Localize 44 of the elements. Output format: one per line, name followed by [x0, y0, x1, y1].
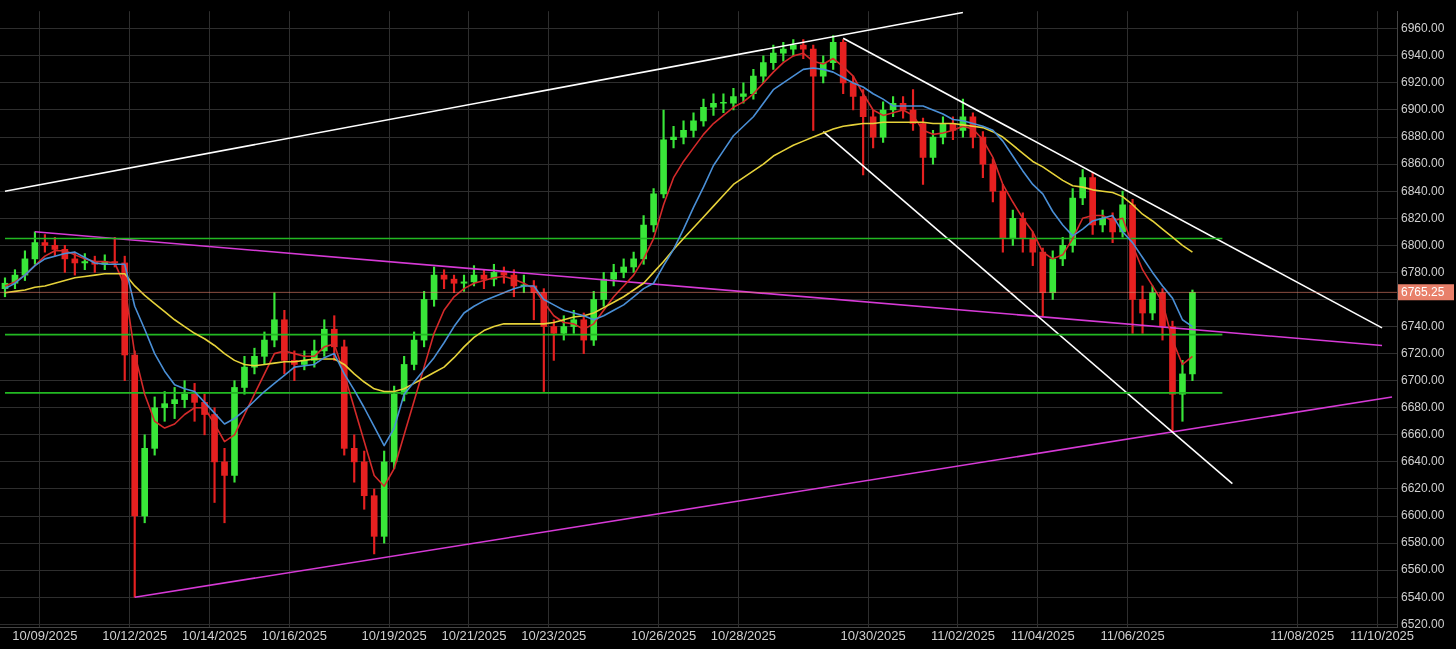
y-tick-label: 6960.00	[1401, 21, 1445, 36]
x-tick-label: 11/02/2025	[930, 628, 995, 644]
y-tick-label: 6860.00	[1401, 156, 1445, 171]
y-tick-label: 6920.00	[1401, 75, 1445, 90]
x-tick-label: 11/10/2025	[1349, 628, 1415, 644]
y-tick-label: 6580.00	[1401, 535, 1445, 550]
candlestick	[221, 448, 228, 524]
y-tick-label: 6660.00	[1401, 427, 1445, 442]
x-tick-label: 10/21/2025	[441, 628, 507, 644]
x-tick-label: 11/04/2025	[1010, 628, 1075, 644]
y-tick-label: 6620.00	[1401, 481, 1445, 496]
y-tick-label: 6700.00	[1401, 372, 1445, 387]
x-tick-label: 10/23/2025	[521, 628, 587, 644]
x-tick-label: 10/12/2025	[102, 628, 168, 644]
x-tick-label: 10/28/2025	[710, 628, 776, 644]
ref-line-label: 6765.25	[1401, 284, 1445, 299]
x-tick-label: 10/30/2025	[840, 628, 906, 644]
y-tick-label: 6800.00	[1401, 237, 1445, 252]
x-tick-label: 11/06/2025	[1100, 628, 1165, 644]
x-tick-label: 10/16/2025	[261, 628, 327, 644]
candlestick	[720, 93, 727, 114]
x-tick-label: 10/26/2025	[631, 628, 697, 644]
y-tick-label: 6720.00	[1401, 345, 1445, 360]
y-tick-label: 6560.00	[1401, 562, 1445, 577]
y-tick-label: 6640.00	[1401, 454, 1445, 469]
y-tick-label: 6780.00	[1401, 264, 1445, 279]
x-tick-label: 11/08/2025	[1270, 628, 1335, 644]
x-tick-label: 10/14/2025	[182, 628, 248, 644]
y-tick-label: 6680.00	[1401, 400, 1445, 415]
y-tick-label: 6820.00	[1401, 210, 1445, 225]
y-tick-label: 6600.00	[1401, 508, 1445, 523]
y-tick-label: 6740.00	[1401, 318, 1445, 333]
x-tick-label: 10/19/2025	[361, 628, 427, 644]
y-tick-label: 6520.00	[1401, 616, 1445, 631]
candlestick	[670, 125, 677, 149]
candlestick	[680, 120, 687, 145]
y-tick-label: 6540.00	[1401, 589, 1445, 604]
y-tick-label: 6880.00	[1401, 129, 1445, 144]
candlestick	[1139, 285, 1146, 334]
y-tick-label: 6900.00	[1401, 102, 1445, 117]
y-tick-label: 6840.00	[1401, 183, 1445, 198]
x-tick-label: 10/09/2025	[12, 628, 78, 644]
candlestick	[710, 93, 717, 116]
y-tick-label: 6940.00	[1401, 48, 1445, 63]
